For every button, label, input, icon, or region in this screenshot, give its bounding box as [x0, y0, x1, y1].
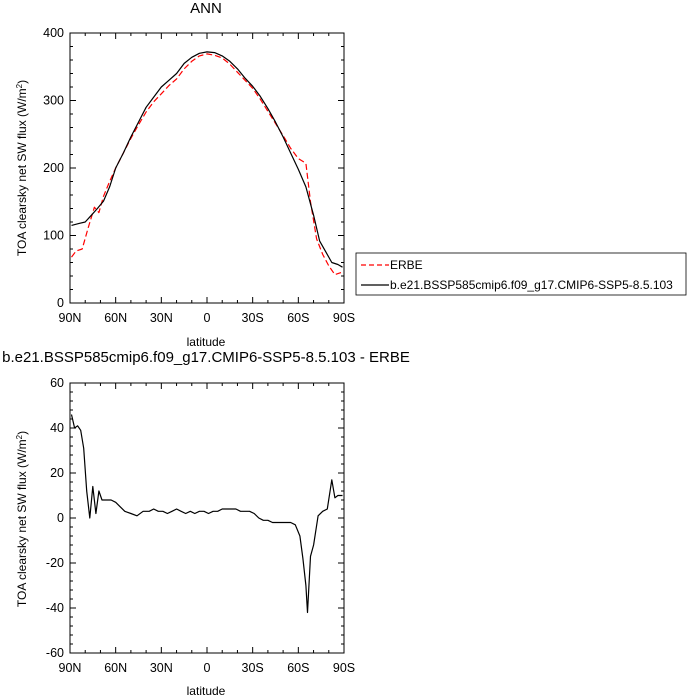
bottom-y-axis-label: TOA clearsky net SW flux (W/m2) [15, 431, 29, 607]
top-axis-ticks: 90N 60N 30N 0 30S 60S 90S 0 100 200 300 400 [43, 26, 355, 325]
top-plot-frame [69, 32, 345, 304]
bottom-chart-title: b.e21.BSSP585cmip6.f09_g17.CMIP6-SSP5-8.… [2, 349, 410, 366]
y-tick-label: 20 [50, 466, 64, 480]
legend-box [355, 252, 687, 296]
top-chart-title: ANN [190, 0, 222, 17]
y-tick-label: -20 [46, 556, 64, 570]
x-tick-label: 30N [150, 311, 173, 325]
top-series-lines [71, 51, 343, 276]
x-tick-label: 30S [242, 661, 264, 675]
top-legend: ERBE b.e21.BSSP585cmip6.f09_g17.CMIP6-SS… [355, 252, 687, 296]
y-tick-label: 40 [50, 421, 64, 435]
x-tick-label: 90N [59, 661, 82, 675]
bottom-axis-ticks: 90N 60N 30N 0 30S 60S 90S -60 -40 -20 0 20 40 60 [46, 376, 355, 675]
bottom-panel: b.e21.BSSP585cmip6.f09_g17.CMIP6-SSP5-8.… [2, 349, 410, 698]
y-tick-label: 60 [50, 376, 64, 390]
top-panel: ANN latitude TOA clearsky net SW flux (W… [15, 0, 355, 349]
x-tick-label: 60S [287, 311, 309, 325]
y-tick-label: 200 [43, 161, 64, 175]
x-tick-label: 90S [333, 661, 355, 675]
x-tick-label: 60N [104, 311, 127, 325]
legend-erbe-label: ERBE [390, 258, 423, 272]
x-tick-label: 60S [287, 661, 309, 675]
x-tick-label: 0 [204, 311, 211, 325]
y-tick-label: 0 [57, 511, 64, 525]
y-tick-label: 400 [43, 26, 64, 40]
x-tick-label: 0 [204, 661, 211, 675]
x-tick-label: 90S [333, 311, 355, 325]
top-y-axis-label: TOA clearsky net SW flux (W/m2) [15, 80, 29, 256]
series-line-0-1 [71, 51, 343, 268]
y-tick-label: -40 [46, 601, 64, 615]
legend-model-label: b.e21.BSSP585cmip6.f09_g17.CMIP6-SSP5-8.… [390, 278, 673, 292]
bottom-series-lines [70, 414, 343, 614]
y-tick-label: 100 [43, 229, 64, 243]
y-tick-label: -60 [46, 646, 64, 660]
x-tick-label: 30S [242, 311, 264, 325]
top-x-axis-label: latitude [187, 335, 226, 349]
bottom-plot-frame [69, 382, 345, 654]
y-tick-label: 0 [57, 296, 64, 310]
series-line-0-0 [71, 53, 342, 276]
bottom-x-axis-label: latitude [187, 684, 226, 698]
x-tick-label: 90N [59, 311, 82, 325]
x-tick-label: 60N [104, 661, 127, 675]
series-line-1-0 [70, 414, 343, 614]
x-tick-label: 30N [150, 661, 173, 675]
y-tick-label: 300 [43, 94, 64, 108]
